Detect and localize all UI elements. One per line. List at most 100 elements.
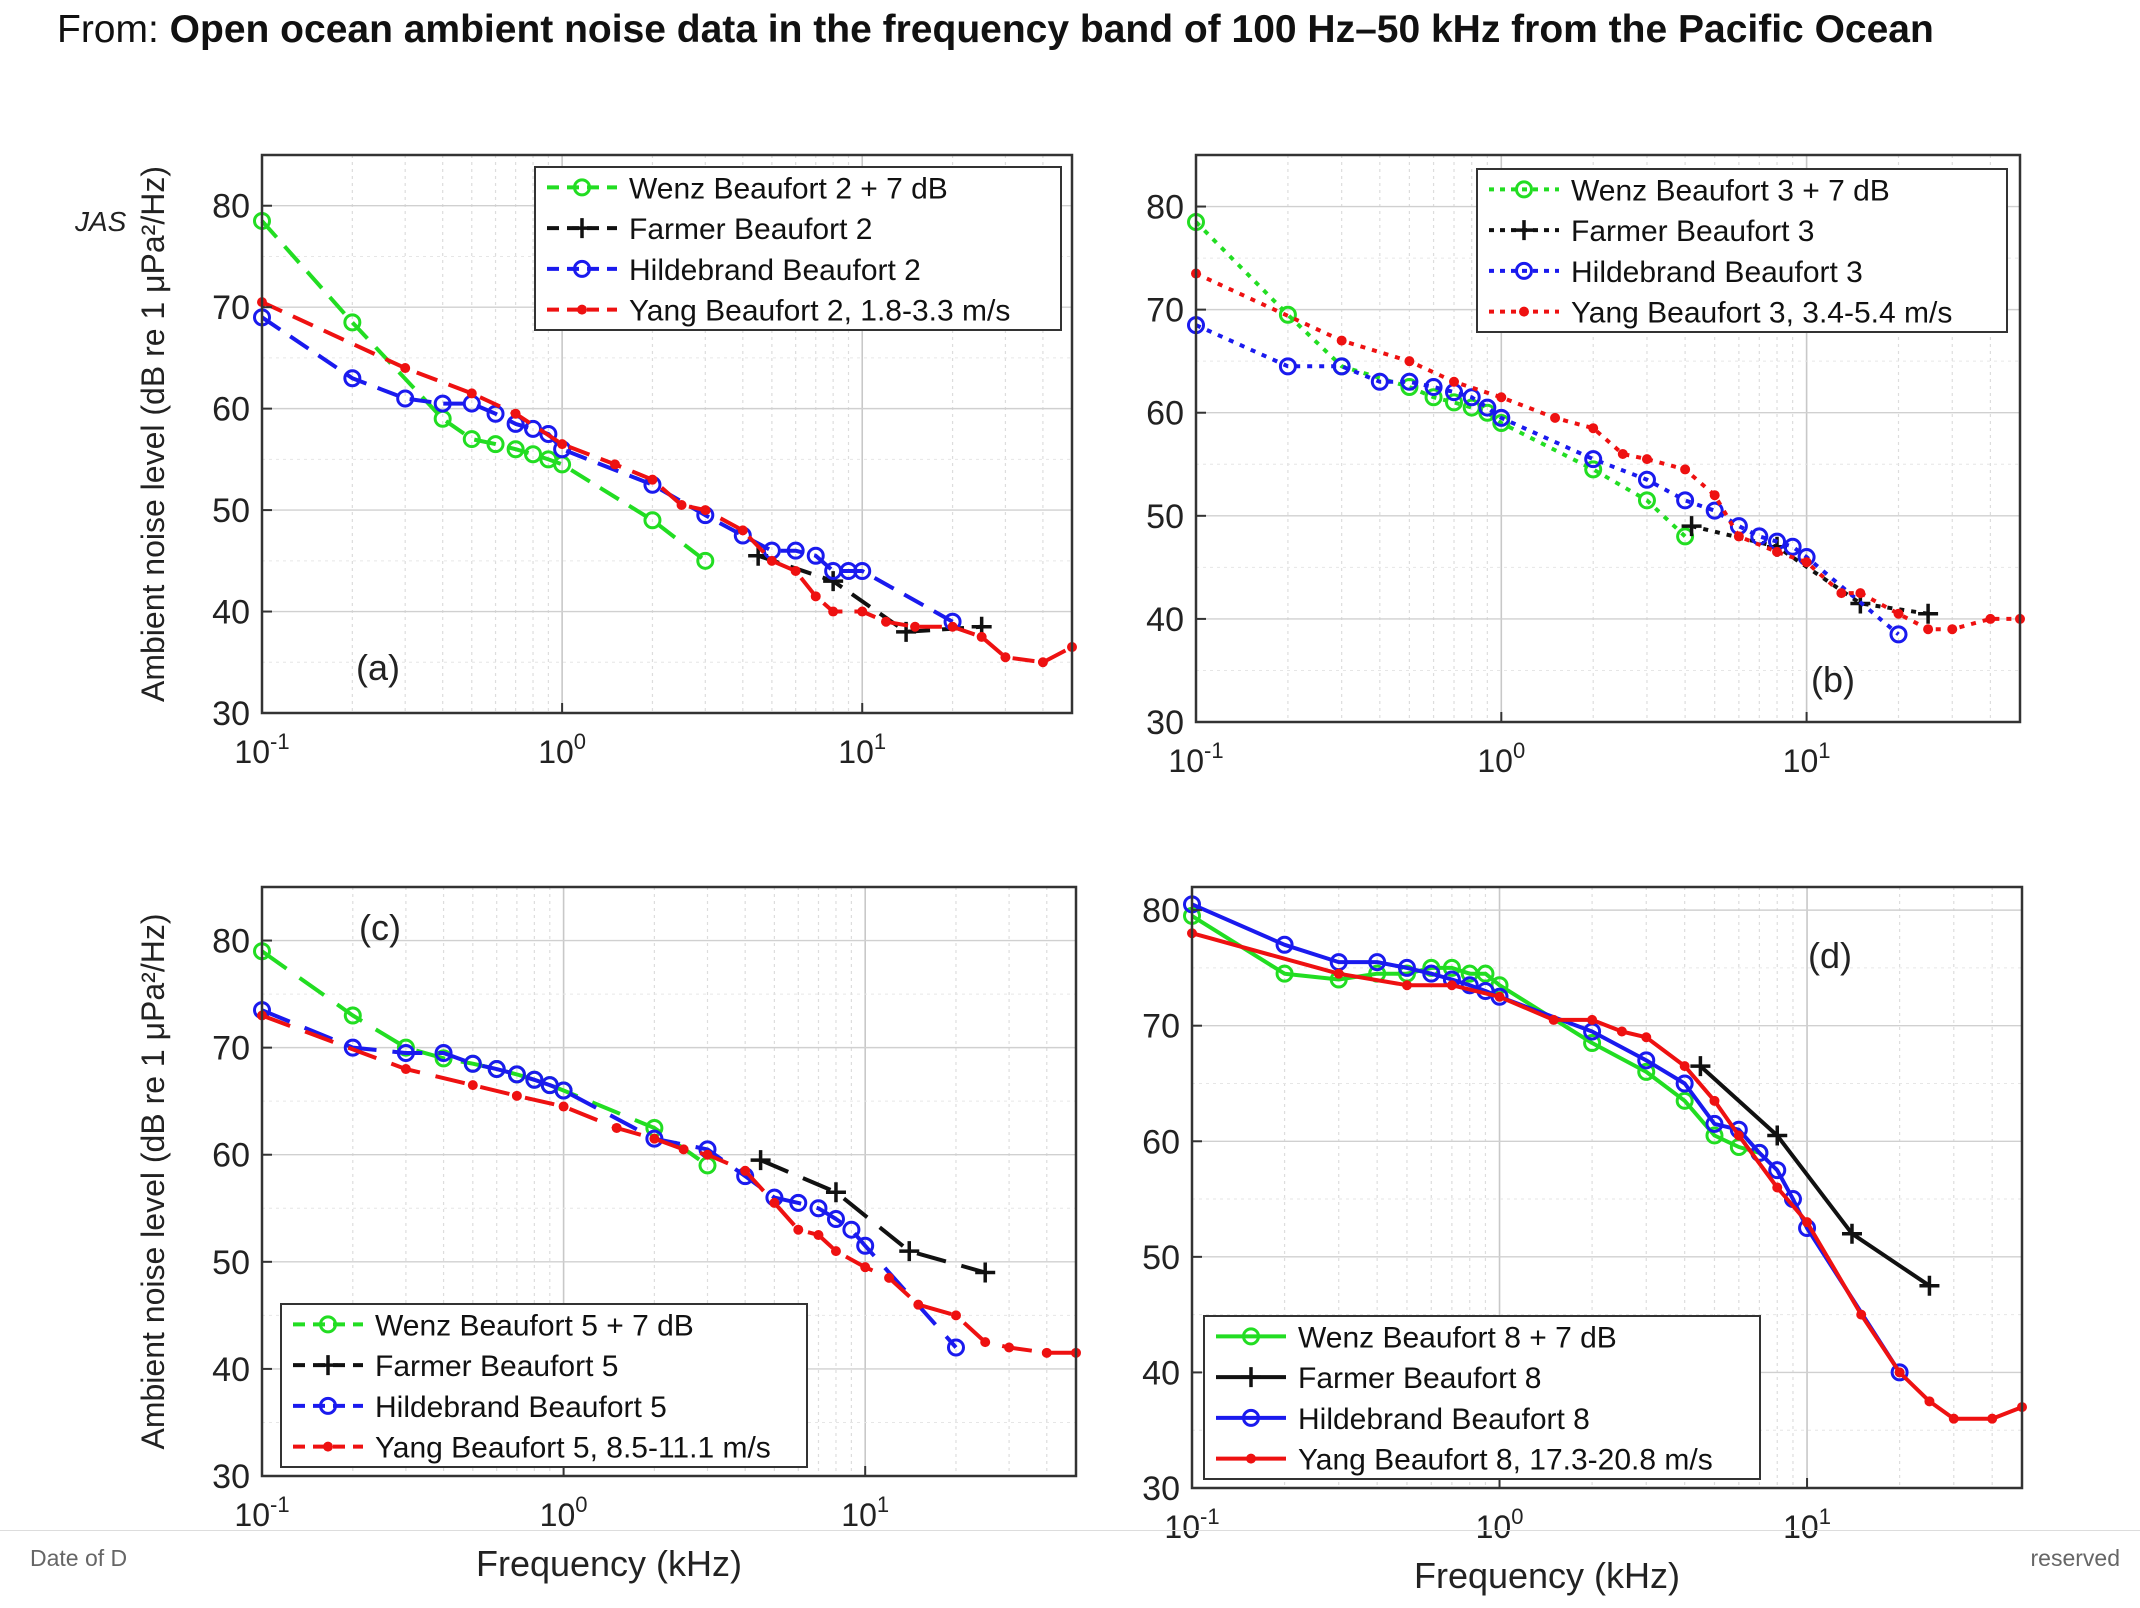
legend-item-label: Wenz Beaufort 2 + 7 dB	[629, 172, 948, 205]
x-tick-label: 101	[1783, 738, 1831, 779]
x-tick-label: 10-1	[234, 729, 289, 770]
y-tick-label: 80	[212, 188, 250, 226]
y-tick-label: 40	[212, 1351, 250, 1389]
series-farmer	[1690, 1056, 1940, 1296]
data-point	[1985, 613, 1996, 624]
series-line	[1194, 220, 1687, 538]
data-point	[1278, 357, 1297, 376]
x-tick-label: 10-1	[1168, 738, 1223, 779]
legend-swatch-marker	[573, 178, 591, 197]
legend-item-label: Farmer Beaufort 5	[375, 1350, 618, 1383]
data-point	[1333, 968, 1344, 979]
data-point	[1041, 1347, 1052, 1358]
data-point	[810, 591, 821, 602]
data-point	[842, 1220, 861, 1239]
data-point	[1616, 1026, 1627, 1037]
data-point	[740, 1165, 751, 1176]
data-point	[1424, 377, 1443, 396]
data-point	[1767, 1125, 1788, 1146]
plot-frame	[1190, 885, 2024, 1490]
y-tick-label: 70	[212, 289, 250, 327]
data-point	[1709, 490, 1720, 501]
x-tick-label: 10-1	[234, 1492, 289, 1533]
data-point	[1550, 412, 1561, 423]
data-point	[539, 425, 558, 443]
data-point	[1680, 464, 1691, 475]
data-point	[1446, 980, 1457, 991]
x-tick-label: 101	[838, 729, 886, 770]
y-tick-label: 30	[1142, 1470, 1180, 1508]
legend-swatch-marker	[323, 1441, 333, 1452]
legend-item-label: Hildebrand Beaufort 5	[375, 1391, 667, 1424]
data-point	[1584, 460, 1603, 479]
data-point	[524, 445, 543, 464]
footer-divider	[0, 1530, 2140, 1531]
side-text: JAS	[75, 206, 127, 237]
data-point	[1449, 376, 1460, 387]
data-point	[1841, 1223, 1862, 1244]
data-point	[1637, 1062, 1656, 1081]
legend-box	[1203, 1315, 1761, 1480]
plot-frame	[1194, 153, 2022, 724]
data-point	[1397, 958, 1416, 977]
footer-left-text: Date of D	[30, 1545, 128, 1571]
data-point	[1641, 454, 1652, 465]
data-point	[1676, 491, 1695, 510]
data-point	[558, 1101, 569, 1112]
data-point	[947, 621, 958, 632]
data-point	[1705, 1126, 1724, 1145]
x-axis: 10-1 100 101	[1168, 712, 1831, 779]
data-point	[1855, 588, 1866, 599]
series-farmer	[750, 1150, 996, 1283]
data-point	[1442, 958, 1461, 977]
legend-box	[280, 1303, 808, 1468]
data-point	[980, 1337, 991, 1348]
data-point	[396, 1043, 415, 1062]
y-tick-label: 70	[1146, 292, 1184, 330]
data-point	[857, 606, 868, 617]
data-point	[1836, 588, 1847, 599]
legend-swatch-marker	[1242, 1327, 1260, 1346]
data-point	[1679, 1061, 1690, 1072]
y-tick-label: 60	[212, 391, 250, 429]
data-point	[830, 1246, 841, 1257]
data-point	[1856, 1309, 1867, 1320]
data-point	[899, 1241, 920, 1262]
y-tick-label: 40	[212, 594, 250, 632]
x-tick-label: 100	[1477, 738, 1525, 779]
legend-swatch-marker	[318, 1355, 338, 1376]
data-point	[343, 1038, 362, 1057]
data-point	[766, 555, 777, 566]
data-point	[1332, 357, 1351, 376]
legend-item-label: Hildebrand Beaufort 8	[1298, 1403, 1590, 1436]
data-point	[1705, 501, 1724, 520]
data-point	[1924, 1396, 1935, 1407]
footer-right-text: reserved	[2030, 1545, 2120, 1571]
legend-item-label: Hildebrand Beaufort 3	[1571, 256, 1863, 289]
data-point	[1275, 935, 1294, 954]
y-tick-label: 60	[1146, 395, 1184, 433]
data-point	[1802, 1217, 1813, 1228]
data-point	[946, 1338, 965, 1357]
legend-swatch-marker	[1514, 220, 1534, 241]
data-point	[507, 1065, 526, 1084]
series-line	[261, 300, 1073, 665]
data-point	[510, 408, 521, 419]
data-point	[1275, 964, 1294, 983]
page-title: Open ocean ambient noise data in the fre…	[169, 8, 1934, 51]
data-point	[696, 551, 715, 570]
data-point	[525, 1070, 544, 1089]
data-point	[1637, 1051, 1656, 1070]
data-point	[676, 500, 687, 511]
x-axis: 10-1 100 101	[1164, 1478, 1831, 1545]
series-yang	[1191, 268, 2025, 635]
legend-swatch-marker	[319, 1315, 337, 1334]
data-point	[750, 1150, 771, 1171]
data-point	[557, 439, 568, 450]
data-point	[1478, 398, 1497, 417]
panel-label: (b)	[1811, 659, 1855, 700]
x-tick-label: 10-1	[1164, 1504, 1219, 1545]
data-point	[1641, 1032, 1652, 1043]
data-point	[1733, 531, 1744, 542]
data-point	[1424, 388, 1443, 407]
